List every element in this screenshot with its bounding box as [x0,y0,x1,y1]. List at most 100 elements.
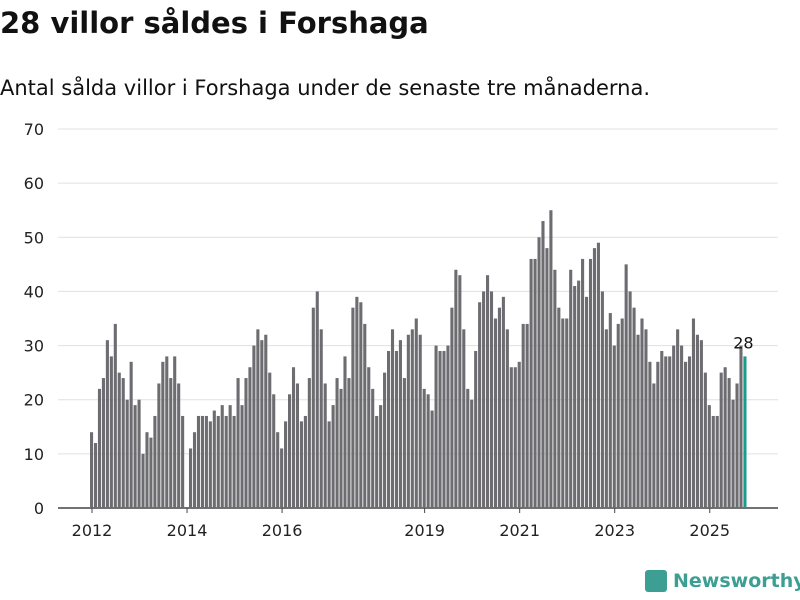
bar [581,258,585,508]
bar [620,318,624,508]
x-tick-label: 2021 [499,521,540,540]
bar [715,415,719,508]
bar [612,345,616,508]
bar [387,350,391,508]
bar [604,329,608,508]
bar [719,372,723,508]
bar [600,291,604,508]
bar [664,356,668,508]
bar [422,388,426,508]
bar [640,318,644,508]
bar [125,399,129,508]
bar [319,329,323,508]
brand-name: Newsworthy [673,570,800,592]
bar [731,399,735,508]
bar [351,307,355,508]
bar [739,345,743,508]
bar [323,383,327,508]
bar [684,361,688,508]
bar [553,269,557,508]
bar [291,367,296,508]
x-tick-label: 2025 [689,521,730,540]
bar [272,394,276,508]
bar [505,329,509,508]
bar [260,340,264,508]
bar [394,350,399,508]
bar [359,302,363,508]
bar [264,334,268,508]
bar [509,367,513,508]
bar [691,318,696,508]
bar [735,383,739,508]
bar [438,350,442,508]
bar [470,399,474,508]
bar [525,323,529,508]
bar [216,415,220,508]
bar [478,302,482,508]
bar [133,405,137,508]
y-tick-label: 40 [24,282,44,301]
bar [90,432,94,508]
bar [652,383,656,508]
bar [252,345,256,508]
bar [204,415,208,508]
bar [565,318,569,508]
y-tick-label: 0 [34,499,44,518]
bar [616,323,620,508]
bar [426,394,430,508]
bar [458,275,462,508]
bar [632,307,636,508]
bar [121,378,125,508]
bar [636,334,640,508]
bar [236,378,240,508]
bar [232,415,236,508]
bar [327,421,331,508]
bar [430,410,434,508]
bar [355,296,359,508]
bar [545,248,549,508]
bar [390,329,395,508]
bar [703,372,707,508]
bar [157,383,161,508]
bar [596,242,600,508]
bar [537,237,541,509]
bar [402,378,406,508]
bar [228,405,232,508]
bar [145,432,149,508]
bar [288,394,292,508]
bar [608,313,612,508]
bar [347,378,351,508]
bar [585,296,589,508]
bar [656,361,660,508]
bar [97,388,102,508]
bar [462,329,466,508]
bar [113,323,117,508]
bar [276,432,280,508]
bar [474,350,478,508]
bar [687,356,692,508]
bar [339,388,343,508]
bar [101,378,105,508]
bar [189,448,193,508]
bar [410,329,414,508]
bar [173,356,177,508]
bar [573,286,577,508]
bar [181,415,185,508]
bar [513,367,517,508]
bar [680,345,684,508]
bar [442,350,446,508]
bar [149,437,153,508]
bar [303,415,307,508]
y-tick-label: 60 [24,174,44,193]
bar [588,258,593,508]
bar [569,269,573,508]
bar [161,361,165,508]
bar [165,356,169,508]
y-tick-label: 30 [24,337,44,356]
bar [482,291,486,508]
bar [153,415,157,508]
bar [660,350,664,508]
bar [117,372,121,508]
x-tick-label: 2016 [262,521,303,540]
bar [699,340,703,508]
